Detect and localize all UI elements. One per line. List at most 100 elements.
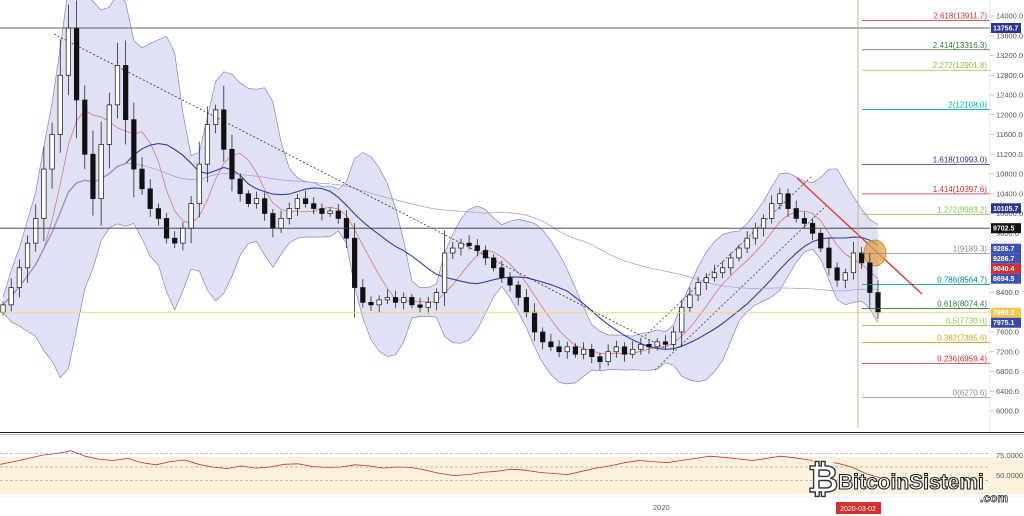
- candle-body: [286, 208, 292, 219]
- bitcoinsistemi-logo: ₿ BitcoinSistemi .com: [807, 458, 1009, 505]
- candle-body: [720, 267, 726, 274]
- ma-long: [2, 163, 879, 306]
- price-tick: 6400.0: [996, 387, 1019, 396]
- candle-body: [760, 218, 767, 229]
- descending-trendline: [53, 33, 666, 349]
- candle-body: [523, 297, 529, 313]
- candle-body: [417, 304, 423, 308]
- candle-body: [213, 109, 219, 125]
- svg-text:7990.2: 7990.2: [993, 310, 1015, 317]
- candle-body: [237, 178, 243, 195]
- candle-body: [654, 341, 660, 348]
- candle-body: [458, 242, 464, 249]
- candle-body: [703, 277, 709, 283]
- candle-body: [630, 348, 636, 355]
- candle-body: [818, 232, 824, 249]
- time-axis: 2020 2020-03-02: [0, 496, 1024, 514]
- candle-body: [441, 252, 448, 293]
- fib-label: 1.414(10397.6): [933, 185, 988, 194]
- x-label-2020: 2020: [653, 503, 670, 512]
- candle-body: [302, 198, 309, 204]
- candle-body: [572, 346, 579, 355]
- candle-body: [466, 242, 472, 246]
- candle-body: [482, 250, 489, 259]
- candle-body: [736, 247, 742, 259]
- fib-label: 2.272(12901.8): [933, 61, 988, 70]
- candle-body: [335, 210, 341, 219]
- candle-body: [564, 346, 570, 353]
- candle-body: [540, 331, 546, 343]
- candle-body: [57, 74, 63, 135]
- candle-body: [638, 343, 644, 350]
- fib-label: 0.382(7385.6): [937, 334, 987, 343]
- candle-body: [695, 282, 701, 296]
- price-tag: 10105.7: [991, 203, 1021, 214]
- price-tick: 8400.0: [996, 288, 1019, 297]
- bb-lower: [2, 223, 879, 385]
- price-tick: 10000.0: [996, 209, 1023, 218]
- price-tick: 11600.0: [996, 130, 1023, 139]
- price-tags: 13756.7 10105.7 9702.5 9286.7 9286.7 9040.4 86…: [991, 23, 1021, 328]
- candle-body: [826, 247, 832, 269]
- candle-body: [188, 203, 194, 229]
- fib-label: 1.618(10993.0): [933, 155, 988, 164]
- price-tick: 13600.0: [996, 31, 1023, 40]
- candle-body: [0, 304, 6, 313]
- candle-body: [24, 242, 31, 269]
- candle-body: [319, 208, 325, 214]
- price-tick: 7600.0: [996, 328, 1019, 337]
- candle-body: [360, 287, 366, 303]
- rsi-line: [0, 450, 881, 479]
- candle-body: [834, 267, 840, 281]
- fib-label: 0.786(8564.7): [937, 275, 987, 284]
- price-axis: 6000.06400.06800.07200.07600.08000.08400…: [989, 0, 1023, 432]
- price-tick: 9600.0: [996, 229, 1019, 238]
- candle-body: [384, 297, 390, 301]
- candle-body: [474, 245, 480, 251]
- candle-body: [49, 134, 55, 170]
- candle-body: [73, 27, 80, 101]
- fib-label: 0.236(6959.4): [937, 355, 987, 364]
- price-tick: 11200.0: [996, 150, 1023, 159]
- candle-body: [875, 292, 881, 314]
- candle-body: [253, 198, 260, 204]
- candle-body: [507, 277, 513, 286]
- svg-text:8694.5: 8694.5: [993, 276, 1015, 283]
- candle-body: [180, 227, 186, 244]
- candle-body: [278, 218, 284, 229]
- price-tick: 13200.0: [996, 51, 1023, 60]
- horizontal-levels: [0, 27, 990, 314]
- candle-body: [662, 341, 668, 345]
- highlight-circle: [863, 239, 887, 267]
- svg-text:7975.1: 7975.1: [993, 320, 1015, 327]
- rsi-pane: 75.0000 50.0000: [0, 450, 1024, 494]
- price-tick: 12800.0: [996, 71, 1023, 80]
- candle-body: [82, 99, 88, 155]
- candle-body: [728, 257, 734, 269]
- fib-label: 1(9189.3): [953, 245, 988, 254]
- candle-body: [294, 198, 300, 209]
- price-tick: 7200.0: [996, 347, 1019, 356]
- price-tag: 13756.7: [991, 23, 1021, 34]
- candle-body: [41, 168, 47, 219]
- candle-body: [450, 247, 456, 254]
- candle-body: [744, 237, 750, 249]
- candle-body: [262, 198, 268, 214]
- price-tag: 9040.4: [991, 263, 1021, 274]
- price-tick: 12000.0: [996, 110, 1023, 119]
- main-price-pane: 2.618(13911.7) 2.414(13316.3) 2.272(12901.…: [0, 0, 990, 399]
- candle-body: [515, 284, 521, 298]
- candle-body: [777, 193, 783, 204]
- candle-body: [605, 351, 611, 362]
- bb-upper: [2, 0, 879, 337]
- moving-averages: [2, 109, 879, 354]
- date-tag: 2020-03-02: [840, 506, 876, 513]
- candle-body: [556, 346, 562, 353]
- fib-label: 0.5(7730.0): [946, 317, 987, 326]
- price-tick: 10400.0: [996, 189, 1023, 198]
- svg-text:13756.7: 13756.7: [993, 26, 1018, 33]
- candle-body: [270, 213, 276, 229]
- ma-slow: [2, 143, 879, 350]
- candle-body: [147, 188, 153, 209]
- candle-body: [204, 124, 211, 165]
